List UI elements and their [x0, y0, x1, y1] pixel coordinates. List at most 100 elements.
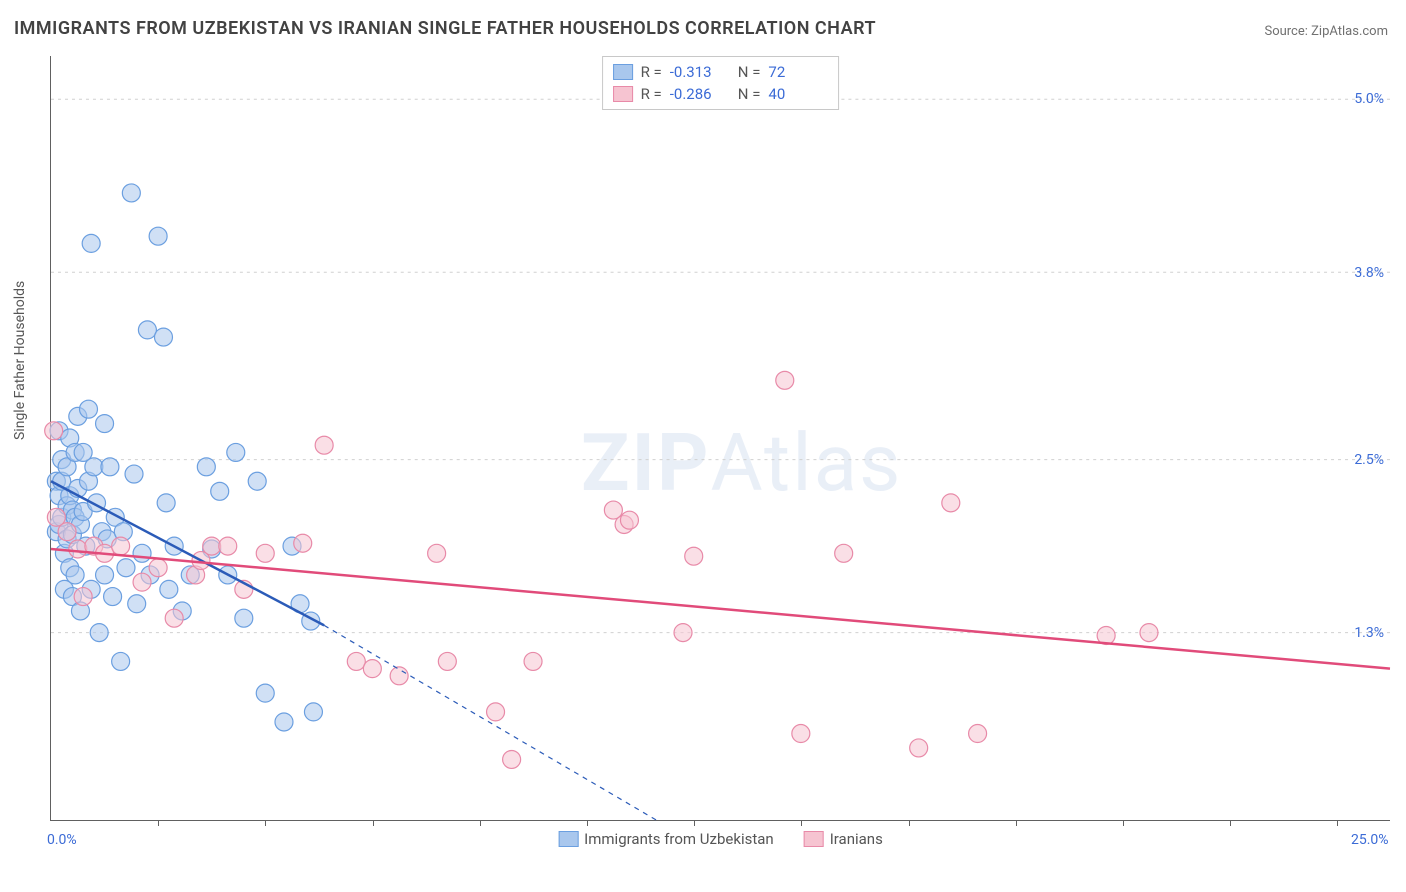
data-point-uzbekistan	[157, 494, 175, 512]
legend-swatch-iranians	[613, 86, 633, 102]
data-point-uzbekistan	[211, 482, 229, 500]
data-point-uzbekistan	[101, 458, 119, 476]
x-minor-tick	[158, 820, 159, 826]
correlation-legend: R = -0.313 N = 72 R = -0.286 N = 40	[602, 56, 840, 110]
source-prefix: Source:	[1264, 24, 1311, 39]
series-legend-label: Immigrants from Uzbekistan	[584, 830, 774, 848]
y-axis-label: Single Father Households	[12, 281, 28, 440]
r-label: R =	[641, 63, 662, 81]
series-legend-label: Iranians	[830, 830, 883, 848]
r-value: -0.313	[670, 63, 730, 81]
x-minor-tick	[1016, 820, 1017, 826]
data-point-uzbekistan	[122, 184, 140, 202]
data-point-iranians	[45, 422, 63, 440]
data-point-uzbekistan	[256, 684, 274, 702]
data-point-uzbekistan	[90, 624, 108, 642]
data-point-uzbekistan	[85, 458, 103, 476]
data-point-iranians	[674, 624, 692, 642]
n-value: 40	[768, 85, 828, 103]
data-point-iranians	[112, 537, 130, 555]
x-minor-tick	[587, 820, 588, 826]
x-minor-tick	[801, 820, 802, 826]
data-point-uzbekistan	[125, 465, 143, 483]
data-point-uzbekistan	[197, 458, 215, 476]
series-legend-item-uzbekistan: Immigrants from Uzbekistan	[558, 830, 774, 848]
n-value: 72	[768, 63, 828, 81]
data-point-iranians	[219, 537, 237, 555]
data-point-uzbekistan	[66, 566, 84, 584]
data-point-iranians	[792, 725, 810, 743]
data-point-uzbekistan	[227, 443, 245, 461]
data-point-uzbekistan	[104, 588, 122, 606]
x-minor-tick	[1123, 820, 1124, 826]
data-point-uzbekistan	[304, 703, 322, 721]
data-point-iranians	[776, 371, 794, 389]
data-point-uzbekistan	[82, 234, 100, 252]
x-minor-tick	[909, 820, 910, 826]
data-point-uzbekistan	[160, 580, 178, 598]
data-point-uzbekistan	[112, 652, 130, 670]
trend-line-extrapolation-uzbekistan	[324, 625, 656, 820]
y-tick-label: 1.3%	[1354, 625, 1384, 641]
data-point-iranians	[315, 436, 333, 454]
y-tick-label: 2.5%	[1354, 452, 1384, 468]
data-point-iranians	[294, 534, 312, 552]
data-point-iranians	[203, 537, 221, 555]
data-point-uzbekistan	[96, 415, 114, 433]
data-point-iranians	[347, 652, 365, 670]
data-point-uzbekistan	[275, 713, 293, 731]
chart-plot-area: ZIPAtlas 1.3%2.5%3.8%5.0% 0.0%25.0% R =-…	[50, 56, 1390, 821]
x-minor-tick	[265, 820, 266, 826]
source-name: ZipAtlas.com	[1311, 24, 1388, 39]
data-point-iranians	[969, 725, 987, 743]
legend-swatch-iranians	[804, 831, 824, 847]
data-point-iranians	[58, 523, 76, 541]
series-legend-item-iranians: Iranians	[804, 830, 883, 848]
data-point-iranians	[69, 540, 87, 558]
x-tick-label: 25.0%	[1351, 832, 1389, 848]
y-tick-label: 3.8%	[1354, 265, 1384, 281]
data-point-uzbekistan	[248, 472, 266, 490]
data-point-uzbekistan	[79, 400, 97, 418]
correlation-legend-row-iranians: R = -0.286 N = 40	[613, 83, 829, 105]
data-point-iranians	[910, 739, 928, 757]
data-point-iranians	[524, 652, 542, 670]
n-label: N =	[738, 85, 761, 103]
data-point-iranians	[503, 750, 521, 768]
data-point-iranians	[363, 660, 381, 678]
data-point-iranians	[74, 588, 92, 606]
data-point-iranians	[487, 703, 505, 721]
series-legend: Immigrants from Uzbekistan Iranians	[558, 830, 883, 848]
y-tick-label: 5.0%	[1354, 91, 1384, 107]
data-point-uzbekistan	[138, 321, 156, 339]
data-point-iranians	[438, 652, 456, 670]
data-point-iranians	[428, 544, 446, 562]
data-point-iranians	[149, 559, 167, 577]
x-minor-tick	[1337, 820, 1338, 826]
data-point-iranians	[390, 667, 408, 685]
scatter-svg	[51, 56, 1390, 820]
x-minor-tick	[480, 820, 481, 826]
trend-line-iranians	[51, 549, 1390, 669]
source-attribution: Source: ZipAtlas.com	[1264, 24, 1388, 39]
data-point-iranians	[620, 511, 638, 529]
data-point-iranians	[165, 609, 183, 627]
data-point-uzbekistan	[154, 328, 172, 346]
r-label: R =	[641, 85, 662, 103]
data-point-uzbekistan	[149, 227, 167, 245]
correlation-legend-row-uzbekistan: R = -0.313 N = 72	[613, 61, 829, 83]
data-point-iranians	[133, 573, 151, 591]
r-value: -0.286	[670, 85, 730, 103]
data-point-uzbekistan	[235, 609, 253, 627]
x-minor-tick	[373, 820, 374, 826]
legend-swatch-uzbekistan	[613, 64, 633, 80]
x-tick-label: 0.0%	[47, 832, 77, 848]
data-point-uzbekistan	[117, 559, 135, 577]
data-point-iranians	[835, 544, 853, 562]
chart-title: IMMIGRANTS FROM UZBEKISTAN VS IRANIAN SI…	[14, 18, 876, 39]
x-minor-tick	[694, 820, 695, 826]
data-point-iranians	[1140, 624, 1158, 642]
x-minor-tick	[1230, 820, 1231, 826]
data-point-uzbekistan	[128, 595, 146, 613]
n-label: N =	[738, 63, 761, 81]
